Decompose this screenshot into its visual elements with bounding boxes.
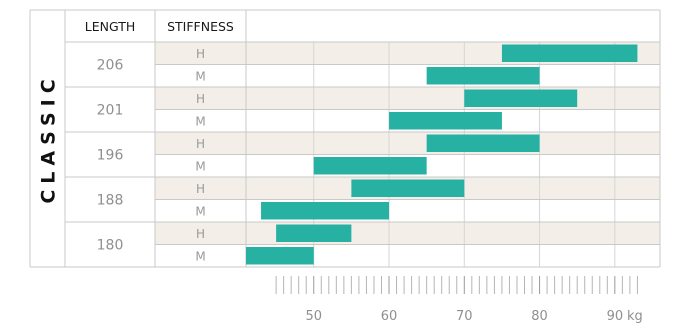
axis-unit-label: kg: [627, 309, 643, 323]
range-bar: [351, 179, 465, 197]
stiffness-label: M: [195, 69, 205, 83]
stiffness-label: H: [196, 47, 205, 61]
length-label: 201: [97, 103, 124, 119]
row-background: [155, 244, 660, 267]
stiffness-label: H: [196, 137, 205, 151]
stiffness-label: H: [196, 182, 205, 196]
row-background: [155, 199, 660, 222]
axis-tick-label: 70: [456, 309, 473, 323]
range-bar: [246, 247, 314, 265]
length-label: 180: [97, 238, 124, 254]
range-bar: [426, 67, 540, 85]
length-column-header: LENGTH: [85, 19, 136, 34]
stiffness-label: M: [195, 204, 205, 218]
stiffness-label: M: [195, 159, 205, 173]
stiffness-column-header: STIFFNESS: [167, 19, 234, 34]
stiffness-label: H: [196, 92, 205, 106]
range-bar: [313, 157, 427, 175]
range-bar: [389, 112, 502, 130]
range-bar: [261, 202, 390, 220]
axis-tick-label: 90: [607, 309, 624, 323]
stiffness-label: M: [195, 114, 205, 128]
range-bar: [464, 89, 578, 107]
range-bar: [276, 224, 352, 242]
row-background: [155, 222, 660, 245]
axis-tick-label: 80: [531, 309, 548, 323]
length-label: 206: [97, 58, 124, 74]
length-label: 196: [97, 148, 124, 164]
stiffness-label: H: [196, 227, 205, 241]
stiffness-label: M: [195, 249, 205, 263]
axis-tick-label: 50: [305, 309, 322, 323]
range-bar: [426, 134, 540, 152]
axis-tick-label: 60: [381, 309, 398, 323]
row-background: [155, 87, 660, 110]
length-label: 188: [97, 193, 124, 209]
series-label: CLASSIC: [38, 73, 60, 203]
row-background: [155, 64, 660, 87]
row-background: [155, 132, 660, 155]
range-bar: [501, 44, 638, 62]
